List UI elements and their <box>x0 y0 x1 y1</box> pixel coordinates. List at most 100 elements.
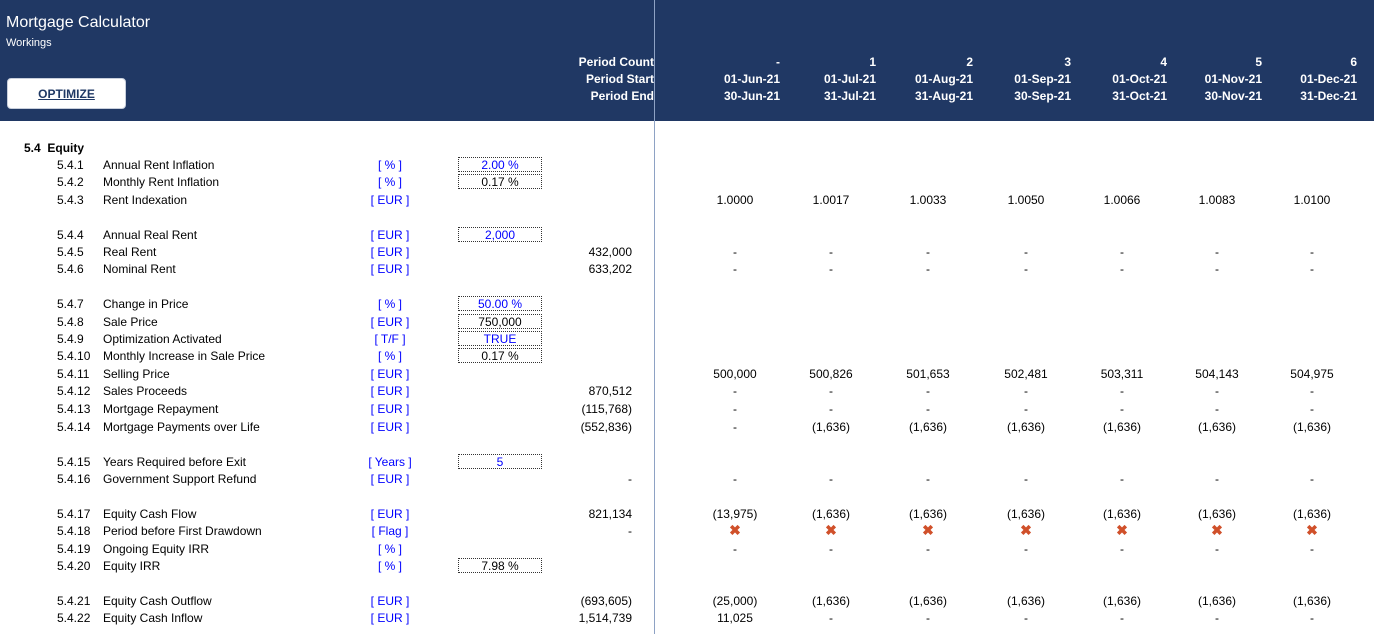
row-number: 5.4.13 <box>57 402 91 416</box>
row-unit: [ EUR ] <box>370 315 410 329</box>
row-total: - <box>628 472 632 486</box>
row-label: Sale Price <box>103 315 158 329</box>
period-value: - <box>829 262 833 276</box>
row-unit: [ EUR ] <box>370 507 410 521</box>
period-value: - <box>1120 542 1124 556</box>
row-unit: [ EUR ] <box>370 384 410 398</box>
period-value: - <box>1215 611 1219 625</box>
row-label: Equity Cash Inflow <box>103 611 203 625</box>
period-value: 1.0017 <box>812 193 850 207</box>
period-value: - <box>1120 245 1124 259</box>
input-cell[interactable]: 50.00 % <box>458 296 542 311</box>
input-cell[interactable]: TRUE <box>458 331 542 346</box>
row-label: Sales Proceeds <box>103 384 188 398</box>
period-end-label: Period End <box>590 89 654 103</box>
input-cell[interactable]: 2.00 % <box>458 157 542 172</box>
row-unit: [ % ] <box>377 559 402 573</box>
period-end: 31-Aug-21 <box>914 89 973 103</box>
row-number: 5.4.10 <box>57 349 91 363</box>
period-value: (1,636) <box>1102 420 1142 434</box>
row-label: Equity Cash Outflow <box>103 594 212 608</box>
period-value: 1.0066 <box>1103 193 1141 207</box>
period-value: - <box>1310 542 1314 556</box>
period-value: - <box>1215 402 1219 416</box>
flag-x-icon: ✖ <box>1211 522 1223 538</box>
row-label: Optimization Activated <box>103 332 222 346</box>
input-cell[interactable]: 0.17 % <box>458 174 542 189</box>
period-value: 11,025 <box>717 611 753 625</box>
period-value: - <box>733 542 737 556</box>
period-count: 5 <box>1255 55 1262 69</box>
period-value: 502,481 <box>1004 367 1048 381</box>
row-unit: [ Years ] <box>368 455 412 469</box>
period-value: - <box>1215 472 1219 486</box>
row-label: Annual Real Rent <box>103 228 198 242</box>
period-value: (1,636) <box>1292 420 1332 434</box>
row-number: 5.4.22 <box>57 611 91 625</box>
period-value: - <box>1120 402 1124 416</box>
input-cell[interactable]: 7.98 % <box>458 558 542 573</box>
input-cell[interactable]: 5 <box>458 454 542 469</box>
period-count: 1 <box>869 55 876 69</box>
period-value: (1,636) <box>1006 594 1046 608</box>
row-label: Monthly Increase in Sale Price <box>103 349 266 363</box>
row-number: 5.4.9 <box>57 332 84 346</box>
period-value: - <box>829 542 833 556</box>
input-cell[interactable]: 750,000 <box>458 314 542 329</box>
flag-x-icon: ✖ <box>1306 522 1318 538</box>
row-label: Period before First Drawdown <box>103 524 262 538</box>
period-value: 1.0083 <box>1198 193 1236 207</box>
period-value: - <box>926 611 930 625</box>
period-value: - <box>1120 611 1124 625</box>
row-unit: [ Flag ] <box>371 524 409 538</box>
row-unit: [ EUR ] <box>370 402 410 416</box>
row-label: Government Support Refund <box>103 472 257 486</box>
row-label: Change in Price <box>103 297 189 311</box>
row-label: Rent Indexation <box>103 193 188 207</box>
period-count: 6 <box>1350 55 1357 69</box>
period-count: - <box>776 55 780 69</box>
period-value: (1,636) <box>811 594 851 608</box>
period-start: 01-Dec-21 <box>1300 72 1357 86</box>
row-number: 5.4.12 <box>57 384 91 398</box>
period-value: (1,636) <box>811 507 851 521</box>
period-value: - <box>1215 245 1219 259</box>
row-number: 5.4.19 <box>57 542 91 556</box>
row-unit: [ % ] <box>377 297 402 311</box>
section-title: 5.4 Equity <box>24 141 84 155</box>
row-total: 633,202 <box>588 262 632 276</box>
period-value: (1,636) <box>1292 594 1332 608</box>
row-number: 5.4.15 <box>57 455 91 469</box>
period-value: (1,636) <box>1102 594 1142 608</box>
period-value: (1,636) <box>1292 507 1332 521</box>
period-start: 01-Sep-21 <box>1014 72 1071 86</box>
input-cell[interactable]: 2,000 <box>458 227 542 242</box>
row-label: Selling Price <box>103 367 170 381</box>
period-value: 503,311 <box>1100 367 1144 381</box>
period-end: 31-Dec-21 <box>1300 89 1357 103</box>
period-value: (1,636) <box>908 420 948 434</box>
row-unit: [ EUR ] <box>370 228 410 242</box>
header-band <box>0 0 1374 121</box>
row-unit: [ EUR ] <box>370 472 410 486</box>
period-value: 1.0000 <box>716 193 754 207</box>
period-value: - <box>1120 262 1124 276</box>
period-end: 31-Jul-21 <box>823 89 876 103</box>
row-unit: [ EUR ] <box>370 367 410 381</box>
row-number: 5.4.1 <box>57 158 84 172</box>
optimize-button[interactable]: OPTIMIZE <box>7 78 126 109</box>
period-value: - <box>1310 262 1314 276</box>
row-label: Real Rent <box>103 245 157 259</box>
period-value: - <box>1310 472 1314 486</box>
input-cell[interactable]: 0.17 % <box>458 348 542 363</box>
period-value: - <box>926 472 930 486</box>
row-number: 5.4.20 <box>57 559 91 573</box>
flag-x-icon: ✖ <box>729 522 741 538</box>
row-unit: [ EUR ] <box>370 594 410 608</box>
period-value: 504,143 <box>1195 367 1239 381</box>
period-value: - <box>926 384 930 398</box>
row-number: 5.4.11 <box>57 367 90 381</box>
period-value: - <box>1024 472 1028 486</box>
row-number: 5.4.17 <box>57 507 91 521</box>
row-label: Monthly Rent Inflation <box>103 175 220 189</box>
